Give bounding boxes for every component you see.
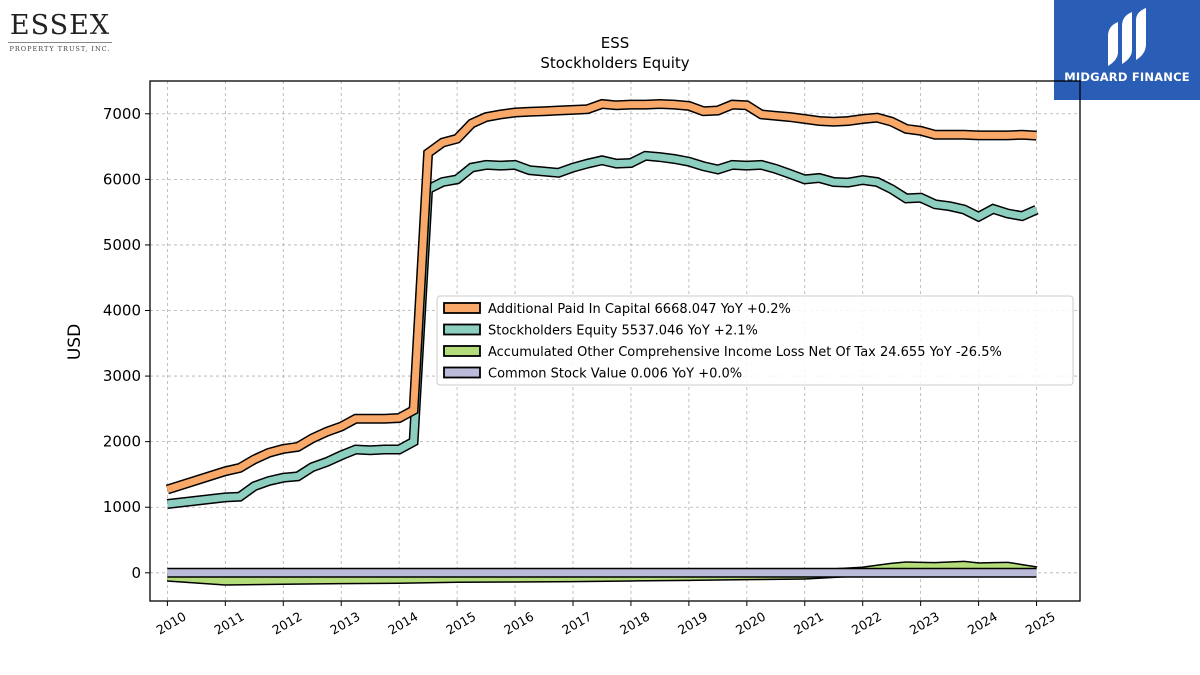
x-tick-label: 2015 [443,609,478,638]
series-line [167,152,1038,508]
midgard-finance-logo: MIDGARD FINANCE [1054,0,1200,100]
essex-logo-word: ESSEX [9,10,111,41]
x-tick-label: 2011 [212,609,247,638]
x-tick-label: 2013 [327,609,362,638]
legend-label: Additional Paid In Capital 6668.047 YoY … [488,302,791,317]
y-tick-label: 0 [131,564,141,582]
x-tick-label: 2018 [617,609,652,638]
x-tick-label: 2022 [849,609,884,638]
y-tick-label: 3000 [103,367,141,385]
x-tick-label: 2017 [559,609,594,638]
x-tick-label: 2025 [1023,609,1058,638]
legend: Additional Paid In Capital 6668.047 YoY … [436,295,1074,386]
series-group [165,98,1037,495]
x-tick-label: 2014 [385,609,420,638]
chart-subtitle: Stockholders Equity [540,54,689,72]
y-tick-label: 4000 [103,302,141,320]
x-tick-label: 2023 [907,609,942,638]
legend-label: Common Stock Value 0.006 YoY +0.0% [488,367,742,382]
x-tick-label: 2019 [675,609,710,638]
legend-label: Accumulated Other Comprehensive Income L… [488,345,1002,360]
legend-swatch [443,323,481,336]
chart-title: ESS [601,34,630,52]
series-lines [165,98,1039,586]
y-axis-label: USD [65,324,85,360]
y-tick-label: 6000 [103,170,141,188]
x-tick-label: 2016 [501,609,536,638]
legend-box [436,295,1074,386]
legend-swatch [443,366,481,379]
x-tick-label: 2012 [269,609,304,638]
essex-logo: ESSEX PROPERTY TRUST, INC. [8,12,112,53]
series-group [166,150,1039,509]
legend-swatch [443,345,481,357]
legend-entries: Additional Paid In Capital 6668.047 YoY … [443,302,1002,382]
legend-label: Stockholders Equity 5537.046 YoY +2.1% [488,324,758,339]
essex-logo-subtitle: PROPERTY TRUST, INC. [9,45,111,53]
series-line [166,100,1037,493]
x-tick-label: 2021 [791,609,826,638]
x-tick-label: 2024 [965,609,1000,638]
essex-logo-rule [8,42,112,43]
y-tick-label: 5000 [103,236,141,254]
midgard-emblem-icon [1108,8,1146,66]
y-tick-label: 7000 [103,105,141,123]
y-tick-label: 1000 [103,498,141,516]
y-tick-label: 2000 [103,433,141,451]
x-tick-label: 2010 [154,609,189,638]
legend-swatch [443,302,481,314]
x-tick-label: 2020 [733,609,768,638]
plot-frame [149,80,1081,602]
midgard-logo-text: MIDGARD FINANCE [1064,70,1190,84]
